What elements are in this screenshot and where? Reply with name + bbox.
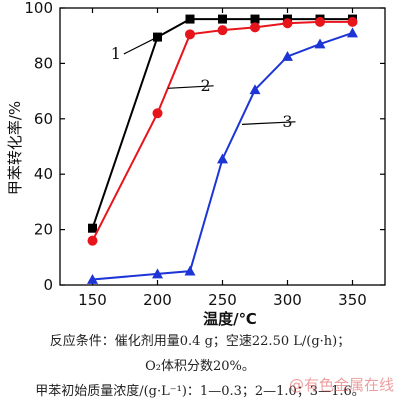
series-1-point [185,14,195,24]
series-2-line [91,20,353,242]
series-2-point [347,16,358,27]
series-2-point [185,29,195,40]
series-layer [87,14,358,284]
y-tick-label: 80 [34,54,53,72]
series-1-point [218,14,227,24]
series-3-line [92,31,353,281]
series-2-point [250,22,260,33]
series-1-point [250,14,260,24]
series-3-point [184,265,196,276]
series-1-line [91,18,353,229]
x-tick-label: 350 [338,291,367,309]
annotation-leader [167,85,214,89]
caption-line-1: 反应条件：催化剂用量0.4 g；空速22.50 L/(g·h)； [49,334,351,349]
series-2-point [87,235,98,246]
y-tick-label: 20 [34,221,53,239]
x-axis-label: 温度/℃ [203,310,257,328]
series-2-point [315,16,325,27]
series-1-point [88,223,97,233]
y-tick-label: 0 [43,276,53,294]
y-axis-label: 甲苯转化率/% [6,101,24,195]
annotation-leader [123,36,158,55]
caption-line-3: 甲苯初始质量浓度/(g·L⁻¹)：1—0.3；2—1.0；3—1.6。 [35,384,365,399]
series-3-point [282,50,293,61]
series-3-point [347,27,358,38]
x-tick-label: 150 [78,291,107,309]
series-2-point [282,18,293,29]
x-tick-label: 300 [273,291,302,309]
series-3-point [314,38,326,49]
series-2-point [217,25,228,36]
series-3-point [87,273,98,284]
plot-frame [59,7,386,286]
series-3-point [217,153,228,164]
series-3-point [152,268,163,279]
annotation-label: 2 [201,76,211,95]
annotation-leader [241,121,296,125]
y-tick-label: 40 [34,165,53,183]
x-tick-label: 250 [208,291,237,309]
series-2-point [152,108,163,119]
series-3-point [249,84,261,95]
watermark: @有色金属在线 [288,376,394,394]
annotation-label: 3 [282,112,292,131]
x-tick-label: 200 [143,291,172,309]
y-tick-label: 60 [34,110,53,128]
caption-line-2: O₂体积分数20%。 [145,359,255,374]
y-tick-label: 100 [24,0,53,17]
plot-axes: 150 200 250 300 350 0 20 40 60 80 100 [24,0,386,309]
annotation-layer: 1 2 3 [111,36,296,131]
annotation-label: 1 [111,44,121,63]
